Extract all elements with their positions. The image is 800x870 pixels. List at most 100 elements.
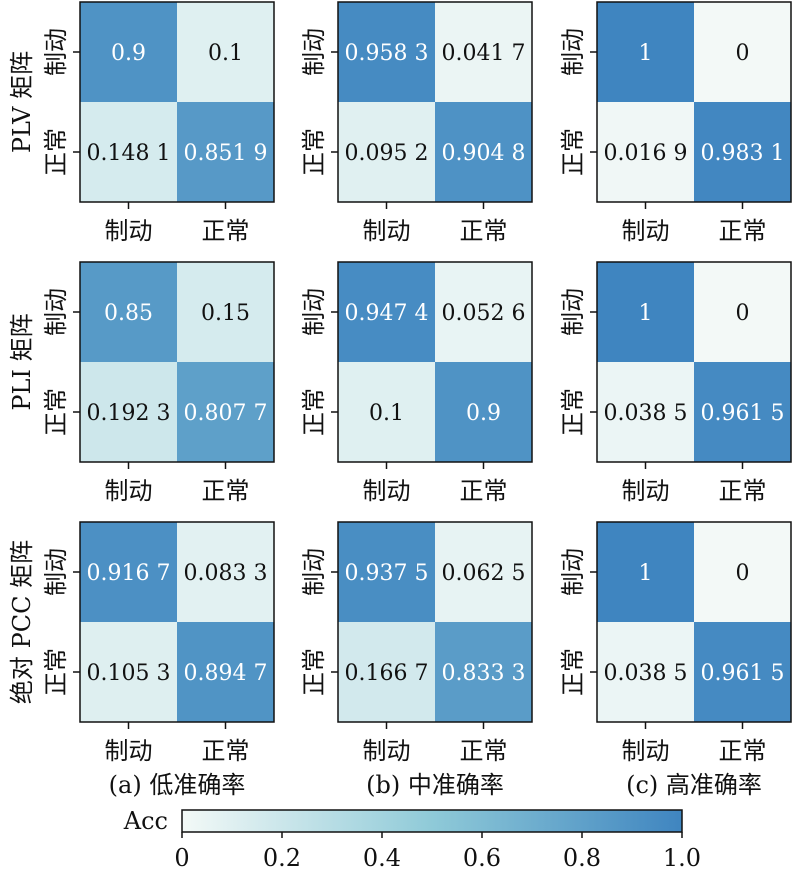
y-tick-label: 制动 (300, 548, 328, 596)
colorbar-tick-label: 0.4 (363, 844, 401, 870)
matrix-cell (80, 522, 177, 622)
colorbar-tick-label: 0.2 (263, 844, 301, 870)
x-tick-label: 正常 (202, 477, 250, 505)
matrix-frame (337, 1, 533, 203)
cell-value-label: 0.038 5 (604, 401, 688, 426)
matrix-frame (79, 1, 275, 203)
y-tick-label: 正常 (300, 648, 328, 696)
cell-value-label: 0.1 (208, 41, 243, 66)
cell-value-label: 0.807 7 (184, 401, 268, 426)
y-tick-label: 制动 (559, 28, 587, 76)
x-tick-label: 正常 (460, 737, 508, 765)
x-tick-label: 制动 (622, 477, 670, 505)
matrix-frame (79, 521, 275, 723)
cell-value-label: 0.983 1 (701, 141, 785, 166)
cell-value-label: 0.148 1 (87, 141, 171, 166)
cell-value-label: 0 (736, 301, 750, 326)
colorbar-tick-label: 0 (174, 844, 189, 870)
matrix-cell (338, 102, 435, 202)
matrix-cell (597, 102, 694, 202)
matrix-cell (80, 262, 177, 362)
row-label: 绝对 PCC 矩阵 (8, 540, 36, 704)
cell-value-label: 0.904 8 (442, 141, 526, 166)
matrix-cell (177, 522, 274, 622)
matrix-frame (596, 261, 792, 463)
y-tick-label: 制动 (42, 288, 70, 336)
x-tick-label: 制动 (363, 737, 411, 765)
x-tick-label: 正常 (719, 477, 767, 505)
x-tick-label: 正常 (719, 737, 767, 765)
matrix-cell (338, 522, 435, 622)
matrix-cell (80, 362, 177, 462)
matrix-cell (597, 522, 694, 622)
cell-value-label: 0.192 3 (87, 401, 171, 426)
y-tick-label: 正常 (42, 128, 70, 176)
x-tick-label: 制动 (105, 737, 153, 765)
x-tick-label: 正常 (460, 217, 508, 245)
x-tick-label: 制动 (105, 477, 153, 505)
matrix-frame (337, 261, 533, 463)
cell-value-label: 0.85 (104, 301, 153, 326)
cell-value-label: 0.052 6 (442, 301, 526, 326)
matrix-cell (80, 622, 177, 722)
x-tick-label: 制动 (363, 477, 411, 505)
cell-value-label: 0.105 3 (87, 661, 171, 686)
cell-value-label: 0.9 (111, 41, 146, 66)
matrix-frame (337, 521, 533, 723)
x-tick-label: 制动 (363, 217, 411, 245)
matrix-cell (338, 622, 435, 722)
matrix-cell (435, 2, 532, 102)
row-label: PLI 矩阵 (8, 313, 36, 410)
cell-value-label: 0.166 7 (345, 661, 429, 686)
matrix-cell (177, 362, 274, 462)
cell-value-label: 0.1 (369, 401, 404, 426)
column-caption: (c) 高准确率 (626, 771, 762, 799)
cell-value-label: 0.083 3 (184, 561, 268, 586)
cell-value-label: 0 (736, 41, 750, 66)
y-tick-label: 制动 (42, 28, 70, 76)
matrix-cell (177, 622, 274, 722)
matrix-cell (177, 102, 274, 202)
column-caption: (a) 低准确率 (109, 771, 246, 799)
matrix-cell (177, 2, 274, 102)
cell-value-label: 0.15 (201, 301, 250, 326)
matrix-cell (597, 622, 694, 722)
matrix-cell (597, 362, 694, 462)
matrix-cell (338, 362, 435, 462)
y-tick-label: 正常 (42, 648, 70, 696)
cell-value-label: 0.9 (466, 401, 501, 426)
colorbar-gradient (181, 809, 683, 833)
cell-value-label: 0 (736, 561, 750, 586)
matrix-cell (694, 102, 791, 202)
colorbar-tick-label: 1.0 (663, 844, 701, 870)
y-tick-label: 制动 (559, 548, 587, 596)
matrix-cell (597, 262, 694, 362)
y-tick-label: 正常 (559, 388, 587, 436)
cell-value-label: 0.958 3 (345, 41, 429, 66)
y-tick-label: 制动 (42, 548, 70, 596)
cell-value-label: 0.016 9 (604, 141, 688, 166)
y-tick-label: 正常 (300, 388, 328, 436)
cell-value-label: 0.894 7 (184, 661, 268, 686)
matrix-cell (435, 102, 532, 202)
colorbar-tick-label: 0.8 (563, 844, 601, 870)
matrix-cell (435, 522, 532, 622)
matrix-cell (80, 2, 177, 102)
cell-value-label: 0.038 5 (604, 661, 688, 686)
y-tick-label: 正常 (559, 648, 587, 696)
colorbar-tick-label: 0.6 (463, 844, 501, 870)
cell-value-label: 0.833 3 (442, 661, 526, 686)
matrix-cell (338, 2, 435, 102)
x-tick-label: 正常 (460, 477, 508, 505)
cell-value-label: 1 (639, 561, 653, 586)
cell-value-label: 0.961 5 (701, 401, 785, 426)
y-tick-label: 正常 (42, 388, 70, 436)
y-tick-label: 正常 (300, 128, 328, 176)
